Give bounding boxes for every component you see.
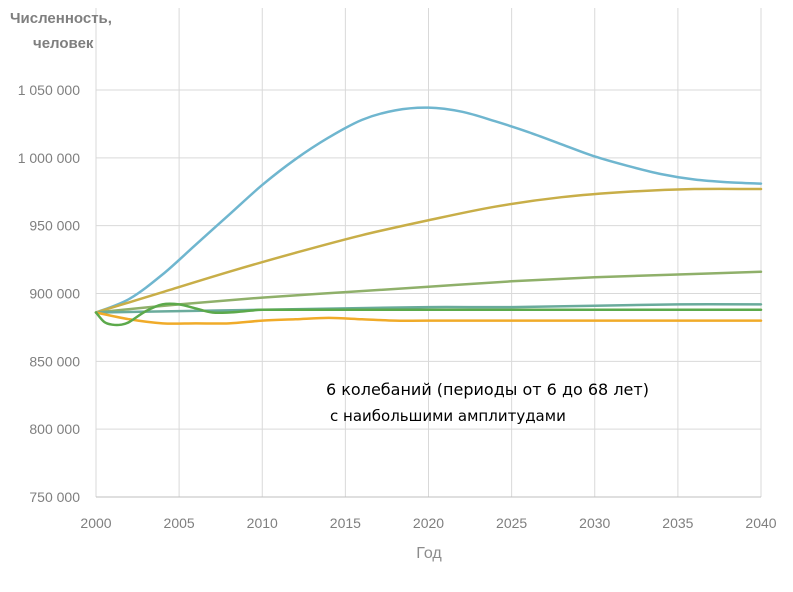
- y-axis-label-line1: Численность,: [10, 10, 112, 27]
- x-tick-label: 2035: [662, 515, 693, 531]
- x-tick-label: 2030: [579, 515, 610, 531]
- series-lines: [94, 106, 763, 327]
- y-tick-label: 950 000: [29, 218, 80, 234]
- y-tick-label: 800 000: [29, 421, 80, 437]
- y-tick-label: 1 050 000: [18, 82, 80, 98]
- y-tick-label: 750 000: [29, 489, 80, 505]
- y-tick-label: 900 000: [29, 286, 80, 302]
- y-tick-label: 1 000 000: [18, 150, 80, 166]
- axes: 750 000 800 000 850 000 900 000 950 000 1 000…: [18, 82, 777, 531]
- series-line-6: [94, 302, 763, 327]
- y-tick-label: 850 000: [29, 353, 80, 369]
- series-line-2: [94, 187, 763, 314]
- annotation-line2: с наибольшими амплитудами: [330, 407, 566, 425]
- series-line-1: [94, 106, 763, 314]
- x-tick-label: 2015: [330, 515, 361, 531]
- x-tick-label: 2010: [247, 515, 278, 531]
- x-tick-label: 2025: [496, 515, 527, 531]
- series-line-5: [94, 311, 763, 325]
- x-tick-label: 2000: [80, 515, 111, 531]
- x-tick-label: 2040: [745, 515, 776, 531]
- x-tick-label: 2005: [164, 515, 195, 531]
- series-line-3: [94, 270, 763, 314]
- y-axis-label-line2: человек: [33, 35, 94, 52]
- annotation-line1: 6 колебаний (периоды от 6 до 68 лет): [326, 380, 649, 399]
- x-tick-label: 2020: [413, 515, 444, 531]
- x-axis-label: Год: [416, 545, 442, 562]
- grid: [95, 8, 762, 497]
